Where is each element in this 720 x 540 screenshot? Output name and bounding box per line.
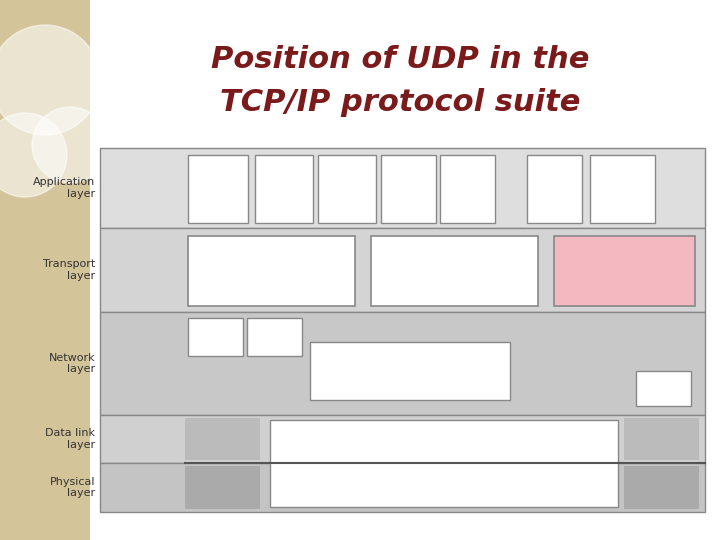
Bar bbox=[247, 318, 302, 356]
Bar bbox=[381, 155, 436, 223]
Text: Underlying LAN or WAN
technology: Underlying LAN or WAN technology bbox=[370, 449, 518, 477]
Bar bbox=[188, 236, 355, 306]
Bar bbox=[188, 155, 248, 223]
Bar bbox=[100, 312, 705, 415]
Bar bbox=[188, 318, 243, 356]
Bar bbox=[185, 466, 260, 509]
Text: SCTP: SCTP bbox=[252, 264, 291, 279]
Text: SNMP: SNMP bbox=[449, 183, 486, 195]
Text: TCP: TCP bbox=[441, 264, 469, 279]
Bar bbox=[0, 0, 90, 540]
Circle shape bbox=[0, 25, 100, 135]
Text: Transport
layer: Transport layer bbox=[42, 259, 95, 281]
Bar bbox=[440, 155, 495, 223]
Bar bbox=[318, 155, 376, 223]
Bar bbox=[255, 155, 313, 223]
Bar bbox=[100, 415, 705, 463]
Text: SMTP: SMTP bbox=[200, 183, 236, 195]
Circle shape bbox=[0, 113, 67, 197]
Bar bbox=[100, 228, 705, 312]
Text: DHCP: DHCP bbox=[604, 183, 641, 195]
Text: Network
layer: Network layer bbox=[48, 353, 95, 374]
Bar bbox=[100, 148, 705, 228]
Text: Physical
layer: Physical layer bbox=[50, 477, 95, 498]
Bar bbox=[554, 236, 695, 306]
Text: TFTP: TFTP bbox=[331, 183, 363, 195]
Text: Position of UDP in the: Position of UDP in the bbox=[211, 45, 589, 74]
Circle shape bbox=[32, 107, 108, 183]
Text: ICMP: ICMP bbox=[260, 330, 289, 343]
Bar bbox=[100, 463, 705, 512]
Bar bbox=[185, 418, 260, 460]
Bar bbox=[371, 236, 538, 306]
Text: FTP: FTP bbox=[272, 183, 296, 195]
Bar bbox=[527, 155, 582, 223]
Text: ...: ... bbox=[549, 183, 561, 195]
Text: UDP: UDP bbox=[606, 264, 642, 279]
Text: Data link
layer: Data link layer bbox=[45, 428, 95, 450]
Bar bbox=[590, 155, 655, 223]
Bar bbox=[636, 371, 691, 406]
Bar bbox=[624, 466, 699, 509]
Text: TCP/IP protocol suite: TCP/IP protocol suite bbox=[220, 88, 580, 117]
Text: IGMP: IGMP bbox=[201, 330, 230, 343]
Text: IP: IP bbox=[402, 362, 418, 380]
Bar bbox=[624, 418, 699, 460]
Bar bbox=[270, 420, 618, 507]
Text: Application
layer: Application layer bbox=[32, 177, 95, 199]
Text: DNS: DNS bbox=[395, 183, 423, 195]
Text: ARP: ARP bbox=[652, 382, 675, 395]
Bar bbox=[310, 342, 510, 400]
